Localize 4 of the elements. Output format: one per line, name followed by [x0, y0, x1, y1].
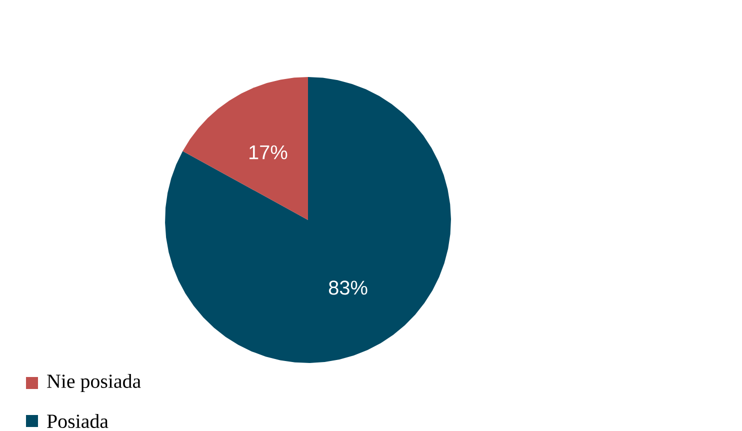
data-label: 83%: [328, 280, 368, 295]
legend-label: Posiada: [47, 414, 108, 428]
data-label: 17%: [250, 145, 288, 160]
legend-label: Nie posiada: [47, 374, 141, 392]
